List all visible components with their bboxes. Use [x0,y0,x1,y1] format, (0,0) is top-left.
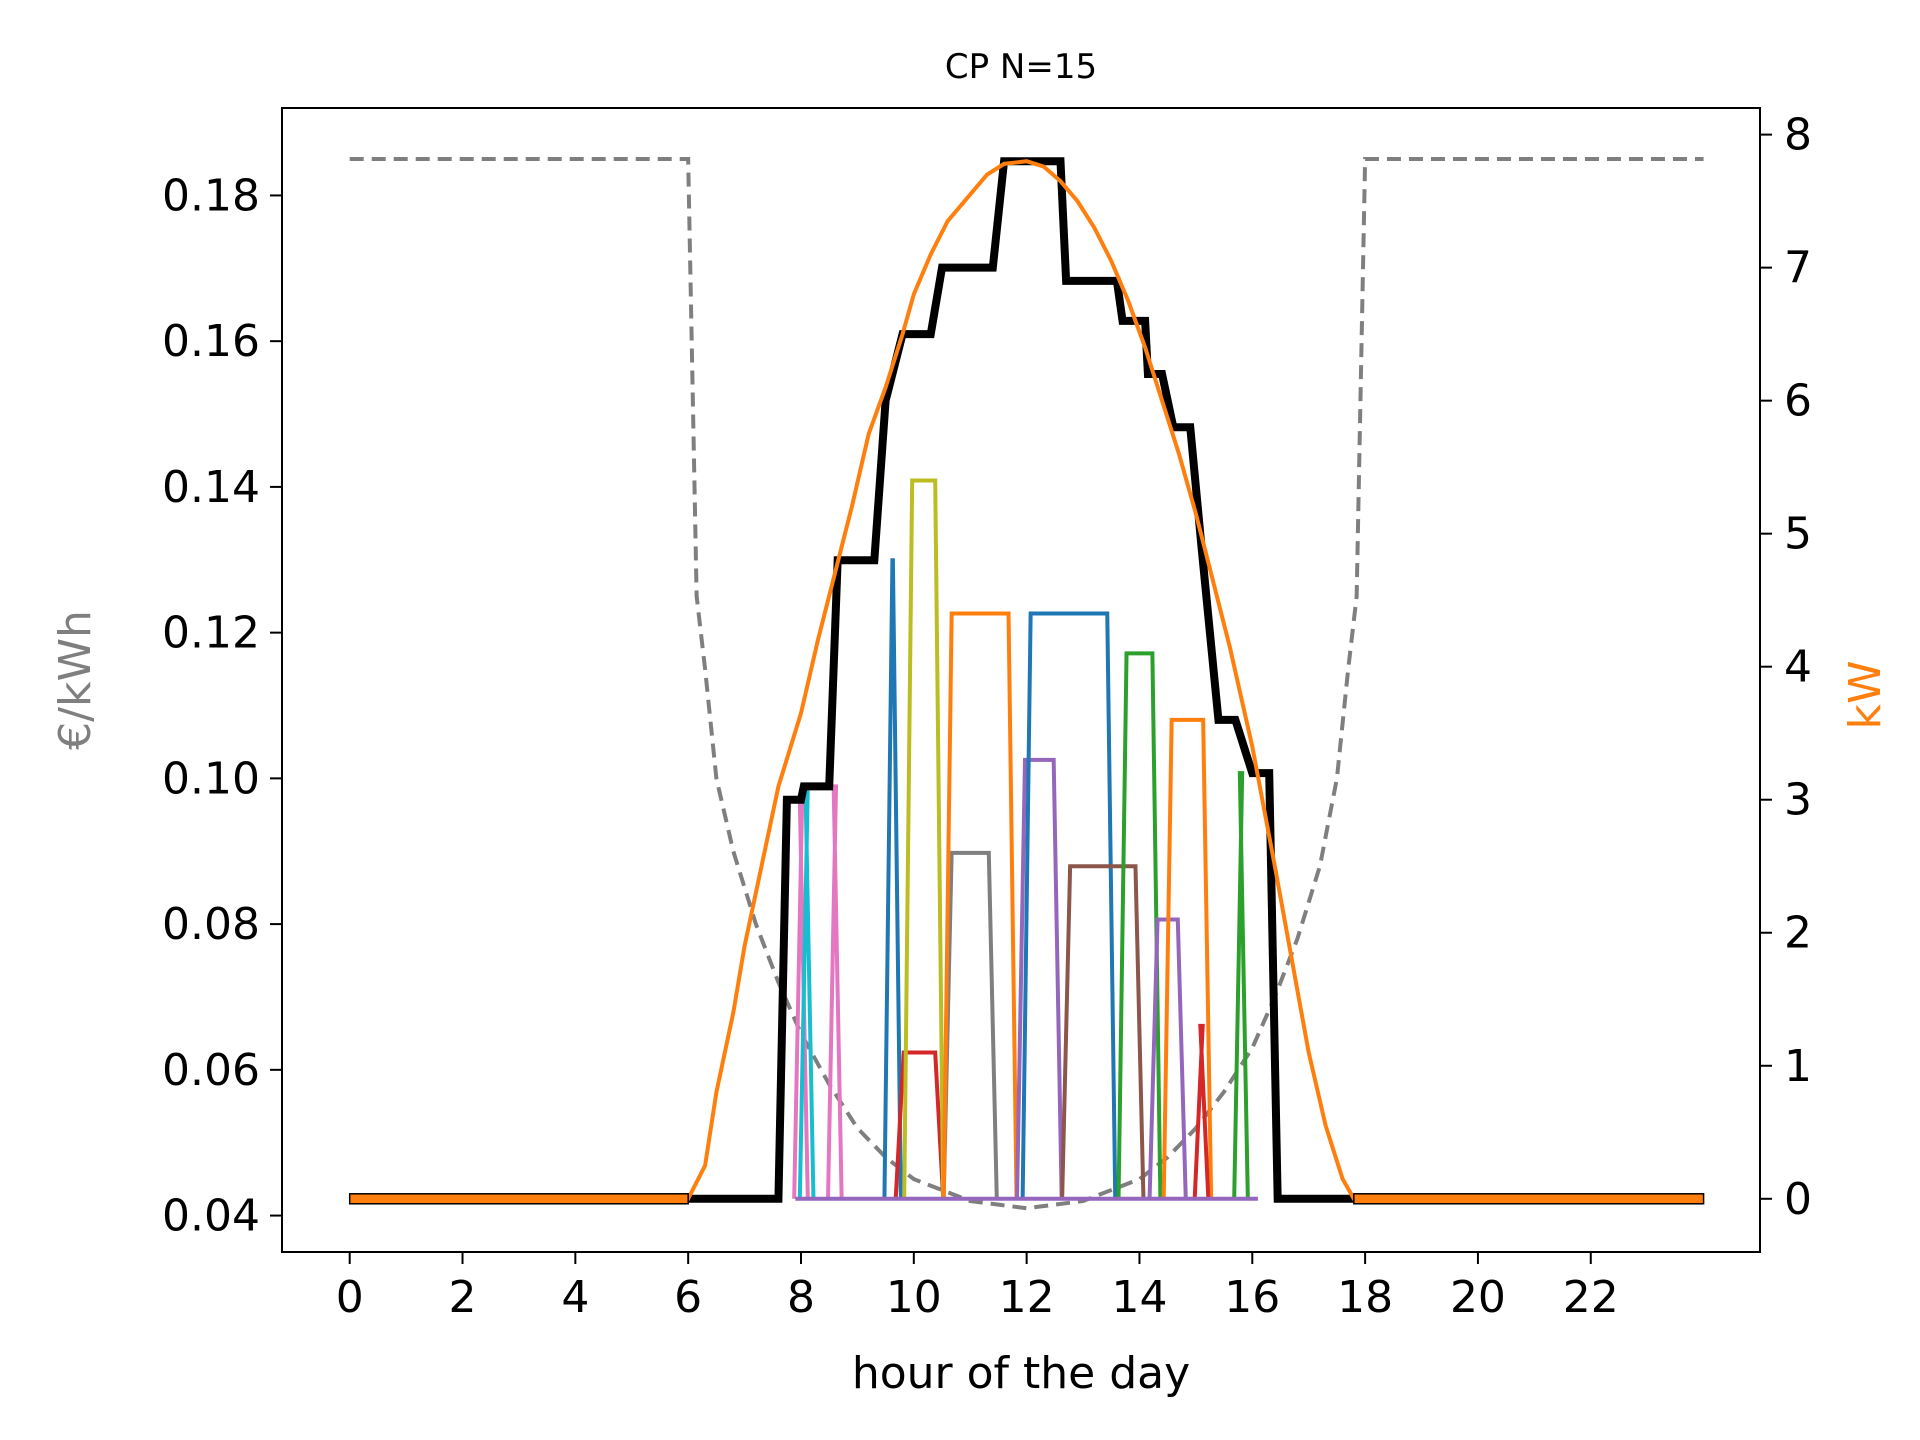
x-tick-label: 0 [336,1272,364,1323]
pv-zero-segment [348,1193,689,1205]
y-left-tick-label: 0.08 [162,899,260,950]
y-axis-left: 0.04 0.06 0.08 0.10 0.12 0.14 0.16 0.18 [162,170,282,1242]
x-tick-label: 8 [787,1272,815,1323]
x-tick-label: 16 [1224,1272,1280,1323]
x-tick-label: 14 [1111,1272,1167,1323]
y-right-tick-label: 4 [1784,642,1812,693]
x-tick-label: 18 [1337,1272,1393,1323]
charging-session-line [1232,771,1250,1199]
y-right-tick-label: 5 [1784,509,1812,560]
charging-session-line [893,1050,946,1199]
x-axis: 0 2 4 6 8 10 12 14 16 18 20 22 [336,1252,1619,1323]
total-load-line [349,157,1704,1203]
pv-zero-segment [1353,1193,1705,1205]
x-tick-label: 10 [886,1272,942,1323]
x-tick-label: 2 [449,1272,477,1323]
y-left-tick-label: 0.04 [162,1191,260,1242]
y-left-tick-label: 0.12 [162,608,260,659]
charging-session-line [882,558,903,1199]
pv-generation-line [349,159,1704,1201]
charging-session-line [1020,611,1118,1199]
x-tick-label: 22 [1563,1272,1619,1323]
y-axis-right: 0 1 2 3 4 5 6 7 8 [1760,110,1812,1225]
y-axis-left-label: €/kWh [50,610,101,750]
charging-session-line [1060,864,1146,1199]
charging-session-line [1015,757,1064,1199]
y-right-tick-label: 7 [1784,243,1812,294]
x-tick-label: 12 [999,1272,1055,1323]
y-right-tick-label: 1 [1784,1041,1812,1092]
y-left-tick-label: 0.10 [162,753,260,804]
charging-session-line [1161,717,1214,1199]
plot-area [348,157,1705,1211]
y-axis-right-label: kW [1840,661,1891,730]
y-right-tick-label: 0 [1784,1174,1812,1225]
y-right-tick-label: 6 [1784,376,1812,427]
x-tick-label: 20 [1450,1272,1506,1323]
y-left-tick-label: 0.18 [162,170,260,221]
x-axis-label: hour of the day [852,1348,1190,1399]
axes-frame [281,107,1761,1253]
y-right-tick-label: 2 [1784,908,1812,959]
x-tick-label: 6 [674,1272,702,1323]
y-right-tick-label: 8 [1784,110,1812,161]
y-left-tick-label: 0.16 [162,316,260,367]
y-left-tick-label: 0.14 [162,462,260,513]
charging-session-line [941,611,1019,1199]
charging-session-line [1192,1023,1211,1199]
y-left-tick-label: 0.06 [162,1045,260,1096]
price-series-line [349,157,1704,1211]
charging-session-line [826,784,844,1199]
x-tick-label: 4 [561,1272,589,1323]
y-right-tick-label: 3 [1784,775,1812,826]
chart-title: CP N=15 [945,47,1097,87]
charging-session-line [902,478,946,1199]
